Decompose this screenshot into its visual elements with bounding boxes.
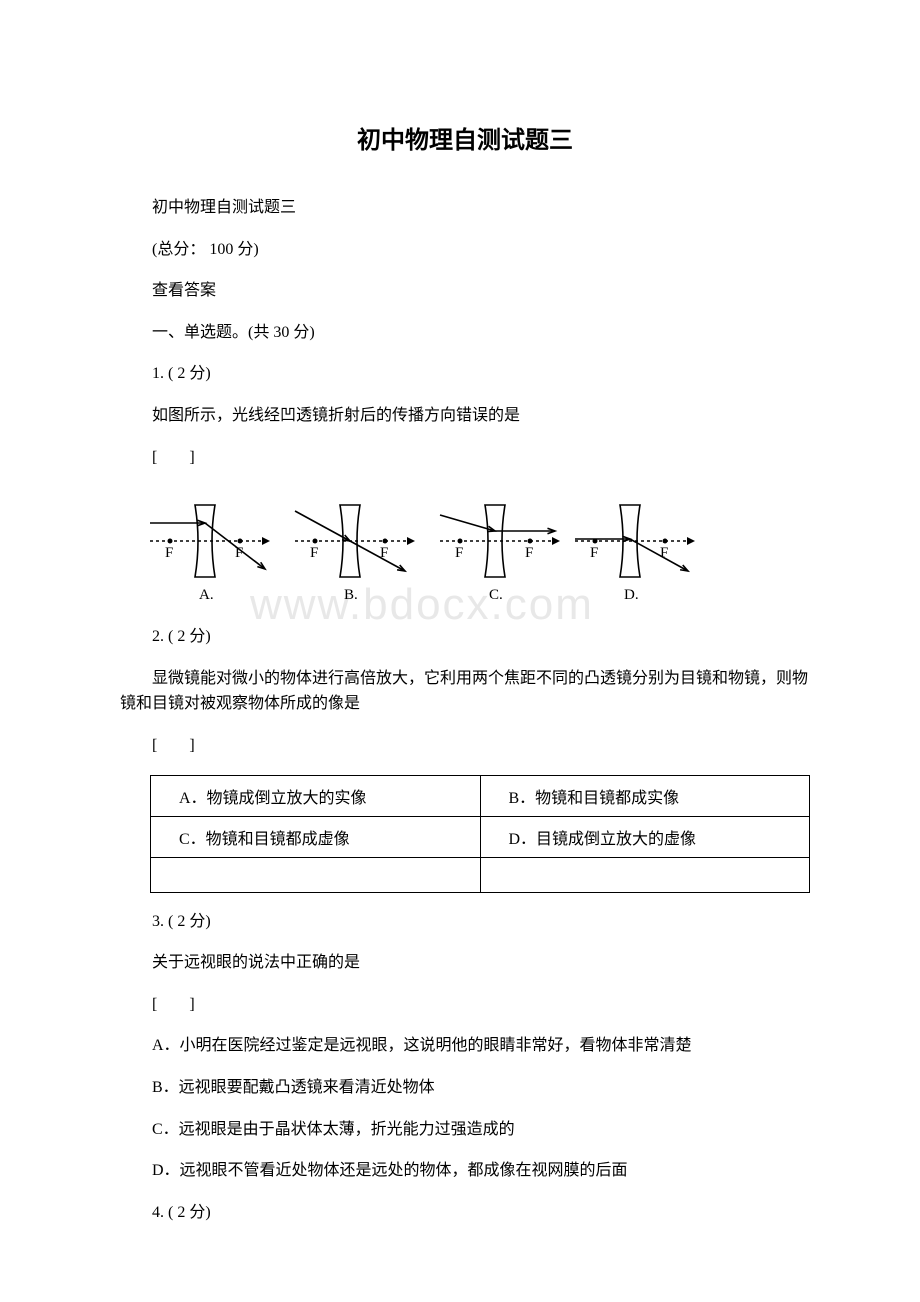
section-heading: 一、单选题。(共 30 分)	[120, 320, 810, 346]
total-score: (总分： 100 分)	[120, 237, 810, 263]
q2-stem-text: 显微镜能对微小的物体进行高倍放大，它利用两个焦距不同的凸透镜分别为目镜和物镜，则…	[120, 670, 808, 713]
q1-stem: 如图所示，光线经凹透镜折射后的传播方向错误的是	[120, 403, 810, 429]
q2-opt-a-text: A．物镜成倒立放大的实像	[163, 784, 367, 808]
q1-number: 1. ( 2 分)	[120, 361, 810, 387]
q3-number: 3. ( 2 分)	[120, 909, 810, 935]
q2-empty-cell	[480, 857, 810, 892]
q3-opt-b: B．远视眼要配戴凸透镜来看清近处物体	[120, 1075, 810, 1101]
svg-text:B.: B.	[344, 587, 358, 603]
q2-opt-d: D．目镜成倒立放大的虚像	[480, 816, 810, 857]
view-answers-link[interactable]: 查看答案	[120, 278, 810, 304]
q2-empty-cell	[151, 857, 481, 892]
q2-number: 2. ( 2 分)	[120, 624, 810, 650]
table-row	[151, 857, 810, 892]
svg-text:A.: A.	[199, 587, 214, 603]
q3-opt-a: A．小明在医院经过鉴定是远视眼，这说明他的眼睛非常好，看物体非常清楚	[120, 1033, 810, 1059]
page-content: 初中物理自测试题三 初中物理自测试题三 (总分： 100 分) 查看答案 一、单…	[0, 0, 920, 1281]
q2-opt-c-text: C．物镜和目镜都成虚像	[163, 825, 350, 849]
q4-number: 4. ( 2 分)	[120, 1200, 810, 1226]
q2-bracket: [ ]	[120, 733, 810, 759]
q2-opt-d-text: D．目镜成倒立放大的虚像	[493, 825, 697, 849]
q1-diagram: FFA.FFB.FFC.FFD.	[140, 486, 710, 616]
q2-opt-c: C．物镜和目镜都成虚像	[151, 816, 481, 857]
table-row: C．物镜和目镜都成虚像 D．目镜成倒立放大的虚像	[151, 816, 810, 857]
svg-text:F: F	[310, 545, 318, 561]
page-title: 初中物理自测试题三	[120, 120, 810, 155]
svg-text:F: F	[590, 545, 598, 561]
q2-opt-b: B．物镜和目镜都成实像	[480, 775, 810, 816]
q2-opt-a: A．物镜成倒立放大的实像	[151, 775, 481, 816]
q3-opt-c: C．远视眼是由于晶状体太薄，折光能力过强造成的	[120, 1117, 810, 1143]
q2-opt-b-text: B．物镜和目镜都成实像	[493, 784, 680, 808]
svg-text:F: F	[165, 545, 173, 561]
table-row: A．物镜成倒立放大的实像 B．物镜和目镜都成实像	[151, 775, 810, 816]
q1-bracket: [ ]	[120, 445, 810, 471]
subtitle: 初中物理自测试题三	[120, 195, 810, 221]
svg-text:D.: D.	[624, 587, 639, 603]
svg-text:C.: C.	[489, 587, 503, 603]
q3-opt-d: D．远视眼不管看近处物体还是远处的物体，都成像在视网膜的后面	[120, 1158, 810, 1184]
svg-text:F: F	[525, 545, 533, 561]
svg-text:F: F	[455, 545, 463, 561]
q3-stem: 关于远视眼的说法中正确的是	[120, 950, 810, 976]
q2-stem: 显微镜能对微小的物体进行高倍放大，它利用两个焦距不同的凸透镜分别为目镜和物镜，则…	[120, 666, 810, 717]
q2-options-table: A．物镜成倒立放大的实像 B．物镜和目镜都成实像 C．物镜和目镜都成虚像 D．目…	[150, 775, 810, 893]
q3-bracket: [ ]	[120, 992, 810, 1018]
